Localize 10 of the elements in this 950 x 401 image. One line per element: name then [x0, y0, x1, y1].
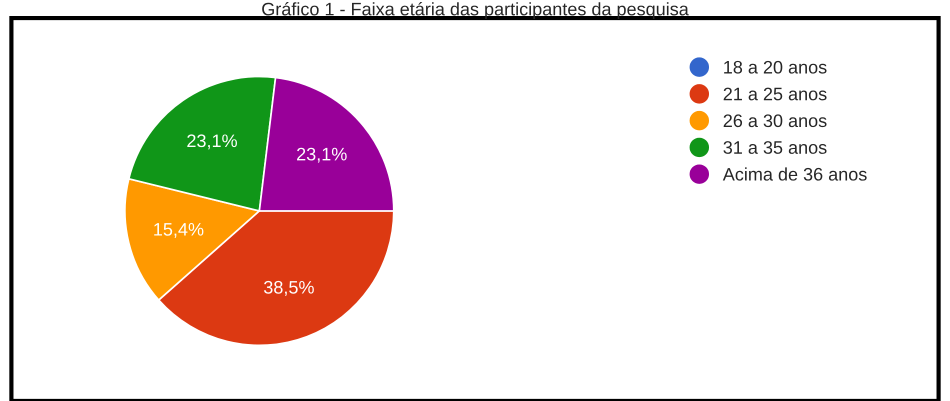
data-label: 38,5% [264, 280, 314, 296]
legend-label: Acima de 36 anos [722, 167, 867, 181]
legend-label: 18 a 20 anos [724, 60, 827, 74]
data-label: 23,1% [187, 134, 237, 150]
legend-label: 26 a 30 anos [724, 114, 827, 128]
chart-title: Gráfico 1 - Faixa etária das participantes da pesquisa [262, 2, 689, 20]
legend-label: 31 a 35 anos [723, 141, 827, 154]
data-label: 15,4% [154, 223, 204, 238]
legend-label: 21 a 25 anos [724, 88, 827, 100]
data-label: 23,1% [297, 148, 347, 163]
